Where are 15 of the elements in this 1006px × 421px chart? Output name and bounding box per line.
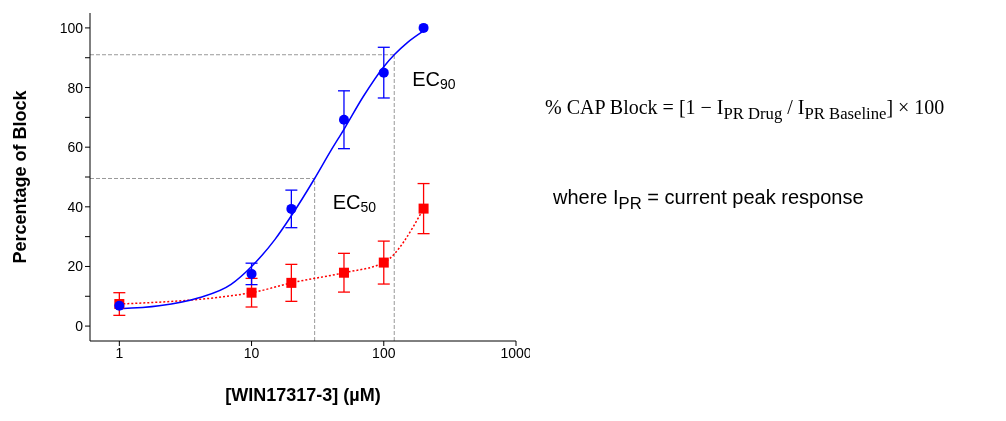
y-axis-title: Percentage of Block (10, 89, 31, 264)
annotation: EC$_{50}$ (332, 191, 377, 216)
y-tick-label: 20 (67, 258, 84, 275)
y-tick-label: 60 (67, 139, 84, 156)
x-tick-label: 1 (115, 344, 124, 361)
y-tick-label: 0 (75, 318, 84, 335)
x-tick-label: 100 (372, 344, 396, 361)
text: % CAP Block = [1 − I$_{PR Drug}$ / I$_{PR Baseline}$] × 100 (545, 96, 945, 124)
annotation: EC$_{90}$ (412, 68, 456, 92)
x-axis-title: [WIN17317-3] (µM) (225, 385, 381, 405)
text: where I$_{PR}$ = current peak response (553, 186, 864, 214)
y-tick-label: 40 (67, 198, 84, 215)
y-tick-label: 100 (59, 19, 84, 36)
y-tick-label: 80 (67, 79, 84, 96)
x-tick-label: 10 (243, 344, 260, 361)
